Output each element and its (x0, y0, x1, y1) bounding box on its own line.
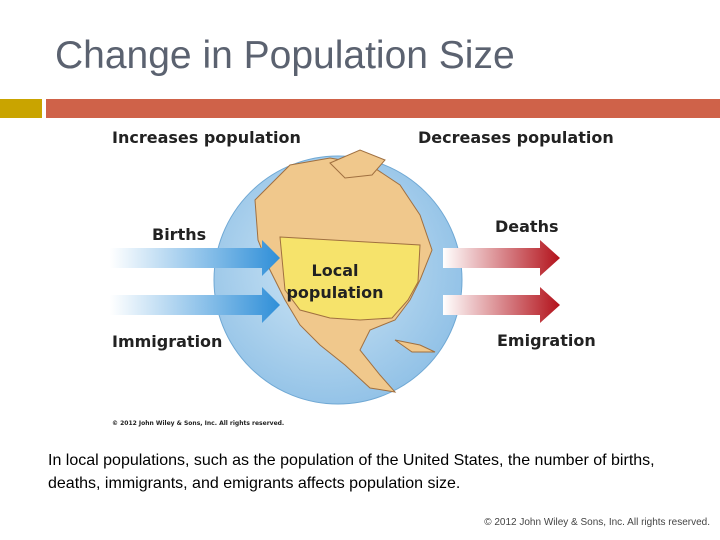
accent-bar (46, 99, 720, 118)
footer: © 2012 John Wiley & Sons, Inc. All right… (484, 517, 710, 528)
center-label: population (286, 283, 383, 302)
emigration-label: Emigration (497, 331, 596, 350)
births-label: Births (152, 225, 206, 244)
caribbean (394, 339, 436, 353)
emigration-arrow (443, 287, 560, 323)
figure: Increases population Decreases populatio… (110, 128, 614, 427)
immigration-arrow (110, 287, 280, 323)
caption: In local populations, such as the popula… (48, 452, 655, 492)
immigration-label: Immigration (112, 332, 222, 351)
increases-label: Increases population (112, 128, 301, 147)
decreases-label: Decreases population (418, 128, 614, 147)
figure-credit: © 2012 John Wiley & Sons, Inc. All right… (112, 420, 284, 427)
deaths-label: Deaths (495, 217, 559, 236)
births-arrow (110, 240, 280, 276)
accent-square (0, 99, 42, 118)
deaths-arrow (443, 240, 560, 276)
center-label: Local (312, 261, 359, 280)
united-states (279, 236, 421, 321)
slide-title: Change in Population Size (55, 34, 515, 77)
arctic-islands (329, 149, 386, 179)
